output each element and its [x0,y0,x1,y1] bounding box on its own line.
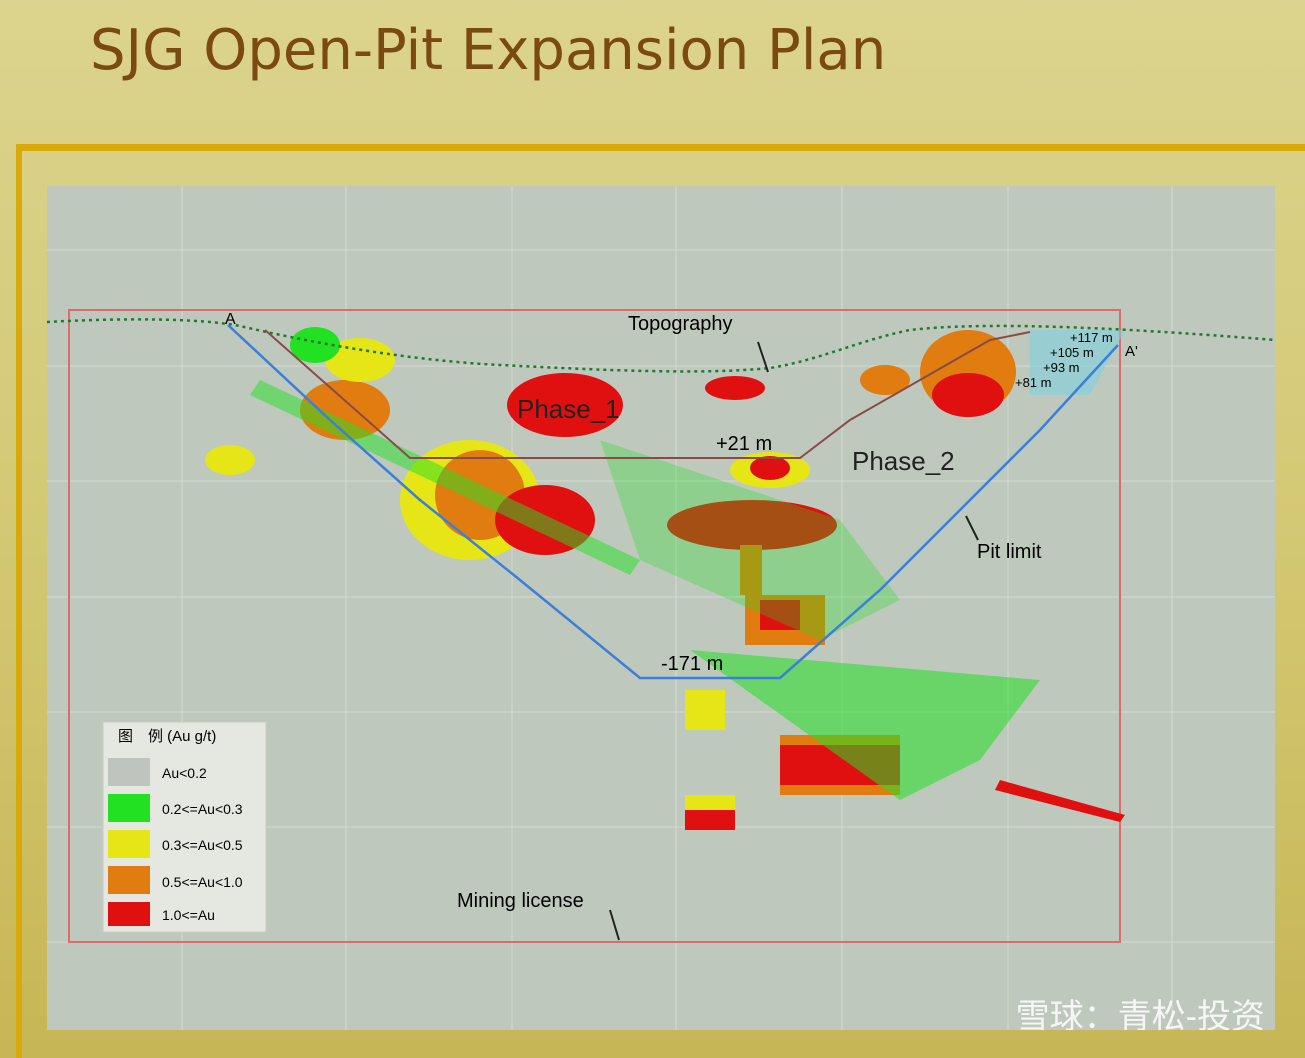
annotation: Pit limit [977,541,1042,563]
topography-line [47,318,1275,373]
annotation: Mining license [457,890,584,912]
divider [16,144,1305,151]
level-label: +93 m [1043,360,1080,375]
pit-limit-line [227,324,1119,680]
ore-bodies [205,327,1125,830]
grid [47,186,1275,1030]
legend-item: 0.3<=Au<0.5 [162,837,243,853]
section-label: A' [1125,343,1138,360]
slide-title: SJG Open-Pit Expansion Plan [90,18,887,83]
license-boundary [68,309,1121,943]
legend-item: 0.2<=Au<0.3 [162,801,243,817]
phase-1-outline [264,329,1031,459]
legend-item: 0.5<=Au<1.0 [162,874,243,890]
legend-item: Au<0.2 [162,765,207,781]
watermark: 雪球：青松-投资 [1016,998,1265,1030]
level-label: +81 m [1015,375,1052,390]
level-label: +117 m [1070,330,1113,345]
level-label: -171 m [661,653,723,675]
level-label: +21 m [716,433,772,455]
annotation: Phase_2 [852,446,955,476]
section-map: A A' Topography Phase_1 Phase_2 +21 m -1… [47,186,1275,1030]
divider [16,144,22,1058]
arrows [609,341,979,941]
level-label: +105 m [1050,345,1094,360]
legend: 图 例 (Au g/t) Au<0.2 0.2<=Au<0.3 0.3<=Au<… [102,721,267,933]
legend-title: 图 例 (Au g/t) [118,728,216,745]
legend-item: 1.0<=Au [162,907,215,923]
annotation: Topography [628,313,733,335]
section-label: A [225,311,236,328]
annotation: Phase_1 [517,394,620,424]
